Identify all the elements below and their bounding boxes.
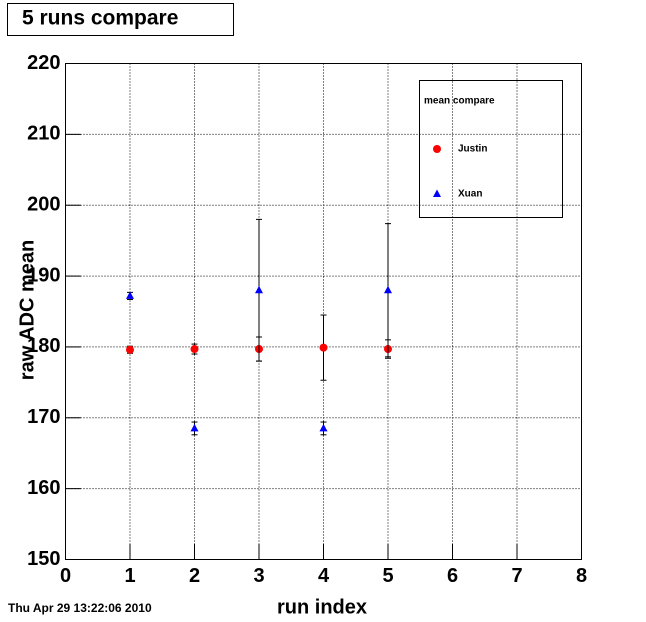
chart-title: 5 runs compare xyxy=(22,7,178,30)
x-tick-label: 2 xyxy=(189,565,200,587)
legend-marker xyxy=(433,189,441,197)
y-tick-label: 220 xyxy=(27,52,60,74)
data-point xyxy=(319,343,328,352)
x-tick-label: 1 xyxy=(124,565,135,587)
x-tick-label: 7 xyxy=(511,565,522,587)
data-point xyxy=(319,423,328,432)
data-point xyxy=(255,285,263,294)
x-tick-label: 5 xyxy=(382,565,393,587)
y-axis-label: raw ADC mean xyxy=(16,240,38,380)
legend-box xyxy=(419,80,563,218)
y-tick-label: 200 xyxy=(27,193,60,215)
y-tick-label: 210 xyxy=(27,123,60,145)
data-point xyxy=(190,345,199,354)
title-box xyxy=(7,3,234,36)
x-tick-label: 3 xyxy=(253,565,264,587)
y-tick-label: 150 xyxy=(27,548,60,570)
legend-marker xyxy=(433,145,441,153)
x-axis-label: run index xyxy=(277,596,367,618)
legend-label: Xuan xyxy=(458,189,482,200)
x-tick-label: 8 xyxy=(576,565,587,587)
x-tick-label: 6 xyxy=(447,565,458,587)
x-tick-label: 0 xyxy=(60,565,71,587)
data-point xyxy=(190,423,199,432)
data-point xyxy=(126,291,134,299)
y-tick-label: 180 xyxy=(27,335,60,357)
legend-title: mean compare xyxy=(424,96,495,107)
y-tick-label: 170 xyxy=(27,406,60,428)
data-point xyxy=(384,285,392,294)
x-tick-label: 4 xyxy=(318,565,330,587)
y-tick-label: 160 xyxy=(27,477,60,499)
data-point xyxy=(126,345,134,354)
legend-label: Justin xyxy=(458,144,487,155)
y-tick-label: 190 xyxy=(27,264,60,286)
footer-date: Thu Apr 29 13:22:06 2010 xyxy=(8,601,152,615)
